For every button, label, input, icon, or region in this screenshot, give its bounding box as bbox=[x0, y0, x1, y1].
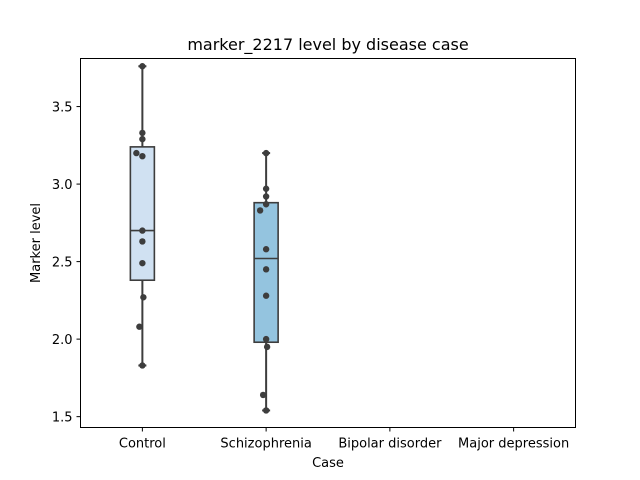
data-point bbox=[262, 193, 270, 200]
iqr-box bbox=[129, 146, 156, 282]
data-point bbox=[139, 238, 146, 245]
y-tick-label: 3.0 bbox=[52, 178, 73, 193]
data-point bbox=[139, 259, 146, 267]
y-axis: 1.5 2.0 2.5 3.0 3.5 bbox=[52, 101, 81, 426]
y-tick-label: 3.5 bbox=[52, 101, 73, 116]
data-point bbox=[136, 323, 143, 330]
data-point bbox=[262, 407, 270, 414]
y-tick-label: 1.5 bbox=[52, 411, 73, 426]
data-point bbox=[259, 391, 267, 399]
data-point bbox=[262, 266, 270, 273]
data-point bbox=[262, 292, 270, 299]
x-tick-label: Major depression bbox=[458, 437, 569, 452]
chart-title: marker_2217 level by disease case bbox=[187, 35, 468, 55]
x-tick-label: Bipolar disorder bbox=[338, 437, 442, 452]
plot-frame bbox=[80, 58, 576, 428]
data-point bbox=[263, 343, 271, 351]
data-point bbox=[139, 227, 146, 234]
x-axis-label: Case bbox=[312, 456, 344, 471]
data-point bbox=[262, 185, 270, 192]
data-point bbox=[139, 63, 146, 70]
data-point bbox=[139, 129, 146, 137]
data-point bbox=[262, 246, 270, 253]
y-tick-label: 2.5 bbox=[52, 256, 73, 271]
data-point bbox=[139, 362, 146, 369]
box-control bbox=[129, 63, 156, 369]
data-point bbox=[256, 207, 264, 214]
data-point bbox=[133, 149, 140, 157]
x-tick-label: Schizophrenia bbox=[220, 437, 311, 452]
plot-area bbox=[129, 63, 279, 414]
data-point bbox=[140, 294, 147, 301]
data-point bbox=[262, 149, 270, 157]
data-point bbox=[139, 135, 146, 143]
data-point bbox=[262, 335, 270, 343]
data-point bbox=[262, 201, 270, 208]
y-tick-label: 2.0 bbox=[52, 333, 73, 348]
box-schizophrenia bbox=[253, 149, 279, 414]
data-point bbox=[139, 152, 146, 160]
y-axis-label: Marker level bbox=[29, 203, 44, 283]
x-axis: Control Schizophrenia Bipolar disorder Majo… bbox=[119, 427, 569, 452]
x-tick-label: Control bbox=[119, 437, 166, 452]
